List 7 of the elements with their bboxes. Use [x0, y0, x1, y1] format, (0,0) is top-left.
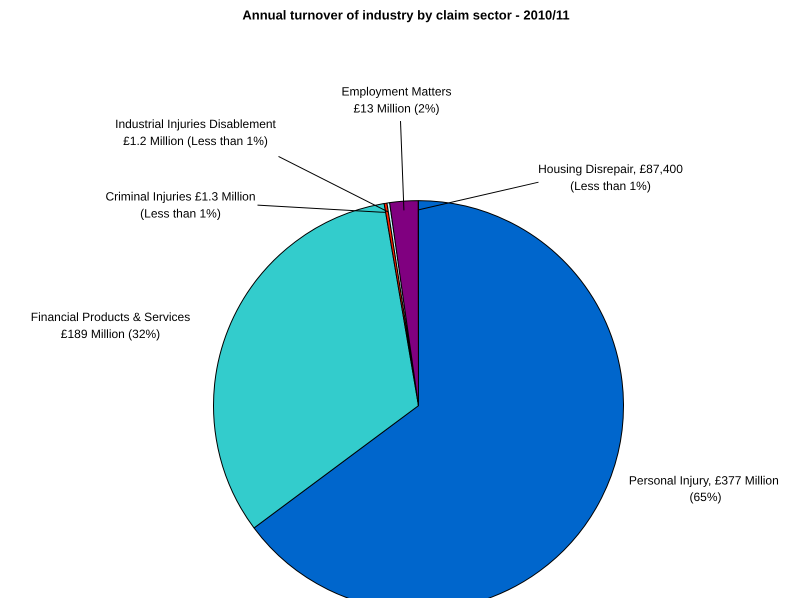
- chart-title: Annual turnover of industry by claim sector - 2010/11: [242, 8, 570, 22]
- slice-label: Industrial Injuries Disablement £1.2 Million (Less than 1%): [115, 117, 277, 148]
- slice-label: Housing Disrepair, £87,400 (Less than 1%): [538, 162, 684, 193]
- slice-label: Employment Matters £13 Million (2%): [341, 84, 452, 116]
- slice-label: Personal Injury, £377 Million (65%): [628, 473, 779, 504]
- slice-label: Financial Products & Services £189 Million (32%): [30, 310, 190, 341]
- slice-label: Criminal Injuries £1.3 Million (Less than 1%): [105, 190, 256, 220]
